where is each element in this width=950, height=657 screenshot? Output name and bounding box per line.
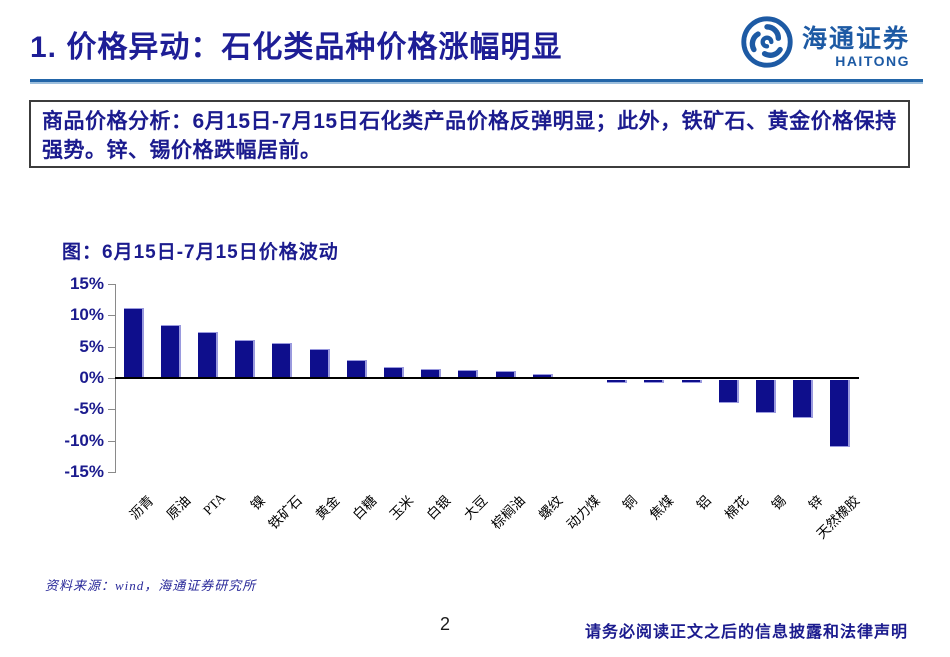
- chart-bar: [384, 367, 404, 378]
- chart-bar: [533, 374, 553, 378]
- x-category-label: 镍: [247, 492, 268, 513]
- chart-bar: [607, 380, 627, 383]
- chart-bar: [421, 369, 441, 378]
- x-category-label: 焦煤: [647, 492, 677, 523]
- chart-bar: [458, 370, 478, 378]
- header-divider: [30, 79, 923, 84]
- logo-chinese-name: 海通证券: [802, 26, 911, 53]
- chart-bar: [719, 380, 739, 403]
- x-category-label: 白糖: [349, 492, 380, 523]
- chart-bar: [124, 308, 144, 378]
- y-tick-label: 5%: [79, 336, 104, 356]
- y-tick-mark: [108, 284, 115, 285]
- chart-bar: [310, 349, 330, 378]
- y-tick-mark: [108, 440, 115, 442]
- haitong-swirl-icon: [740, 15, 794, 74]
- x-category-label: 铝: [693, 492, 715, 513]
- page-number: 2: [439, 614, 450, 634]
- x-category-label: 锌: [805, 492, 826, 513]
- chart-bar: [682, 380, 702, 383]
- x-category-label: 动力煤: [563, 492, 603, 533]
- y-tick-label: -5%: [73, 399, 104, 419]
- chart-bar: [496, 371, 516, 378]
- y-tick-mark: [108, 409, 115, 411]
- haitong-logo: 海通证券 HAITONG: [740, 14, 920, 74]
- chart-bar: [830, 380, 850, 447]
- summary-text: 商品价格分析：6月15日-7月15日石化类产品价格反弹明显；此外，铁矿石、黄金价…: [42, 110, 897, 162]
- y-tick-label: 0%: [79, 368, 104, 387]
- chart-bar: [272, 343, 292, 378]
- chart-bar: [644, 380, 664, 383]
- x-category-label: 铁矿石: [265, 492, 305, 533]
- chart-bar: [756, 380, 776, 413]
- x-category-label: 棉花: [721, 492, 752, 523]
- logo-english-name: HAITONG: [835, 53, 911, 69]
- page-title: 1. 价格异动：石化类品种价格涨幅明显: [30, 31, 563, 64]
- x-category-label: 原油: [163, 492, 194, 523]
- y-tick-mark: [108, 378, 115, 379]
- x-category-label: 黄金: [312, 492, 343, 523]
- chart-bar: [161, 325, 181, 378]
- x-category-label: 锡: [768, 492, 789, 513]
- y-tick-mark: [108, 315, 115, 317]
- footer-source: 资料来源：wind，海通证券研究所: [45, 578, 257, 593]
- chart-bar: [235, 340, 255, 378]
- x-category-label: 棕榈油: [488, 492, 529, 533]
- zero-axis-line: [115, 377, 859, 379]
- x-category-label: 铜: [619, 492, 640, 513]
- y-tick-label: 10%: [69, 305, 104, 325]
- chart-bar: [198, 332, 218, 378]
- y-tick-label: 15%: [69, 274, 104, 293]
- x-category-label: 白银: [423, 492, 454, 523]
- x-category-label: 玉米: [386, 492, 417, 523]
- y-tick-mark: [108, 472, 115, 473]
- y-tick-mark: [108, 346, 115, 348]
- chart-bar: [793, 380, 813, 418]
- x-category-label: PTA: [199, 490, 228, 518]
- y-tick-label: -15%: [64, 462, 104, 481]
- y-tick-label: -10%: [64, 430, 104, 450]
- footer-disclaimer: 请务必阅读正文之后的信息披露和法律声明: [584, 624, 908, 641]
- x-category-label: 沥青: [126, 492, 157, 523]
- chart-title: 图：6月15日-7月15日价格波动: [62, 242, 339, 263]
- chart-bar: [347, 360, 367, 378]
- summary-box: 商品价格分析：6月15日-7月15日石化类产品价格反弹明显；此外，铁矿石、黄金价…: [29, 100, 910, 168]
